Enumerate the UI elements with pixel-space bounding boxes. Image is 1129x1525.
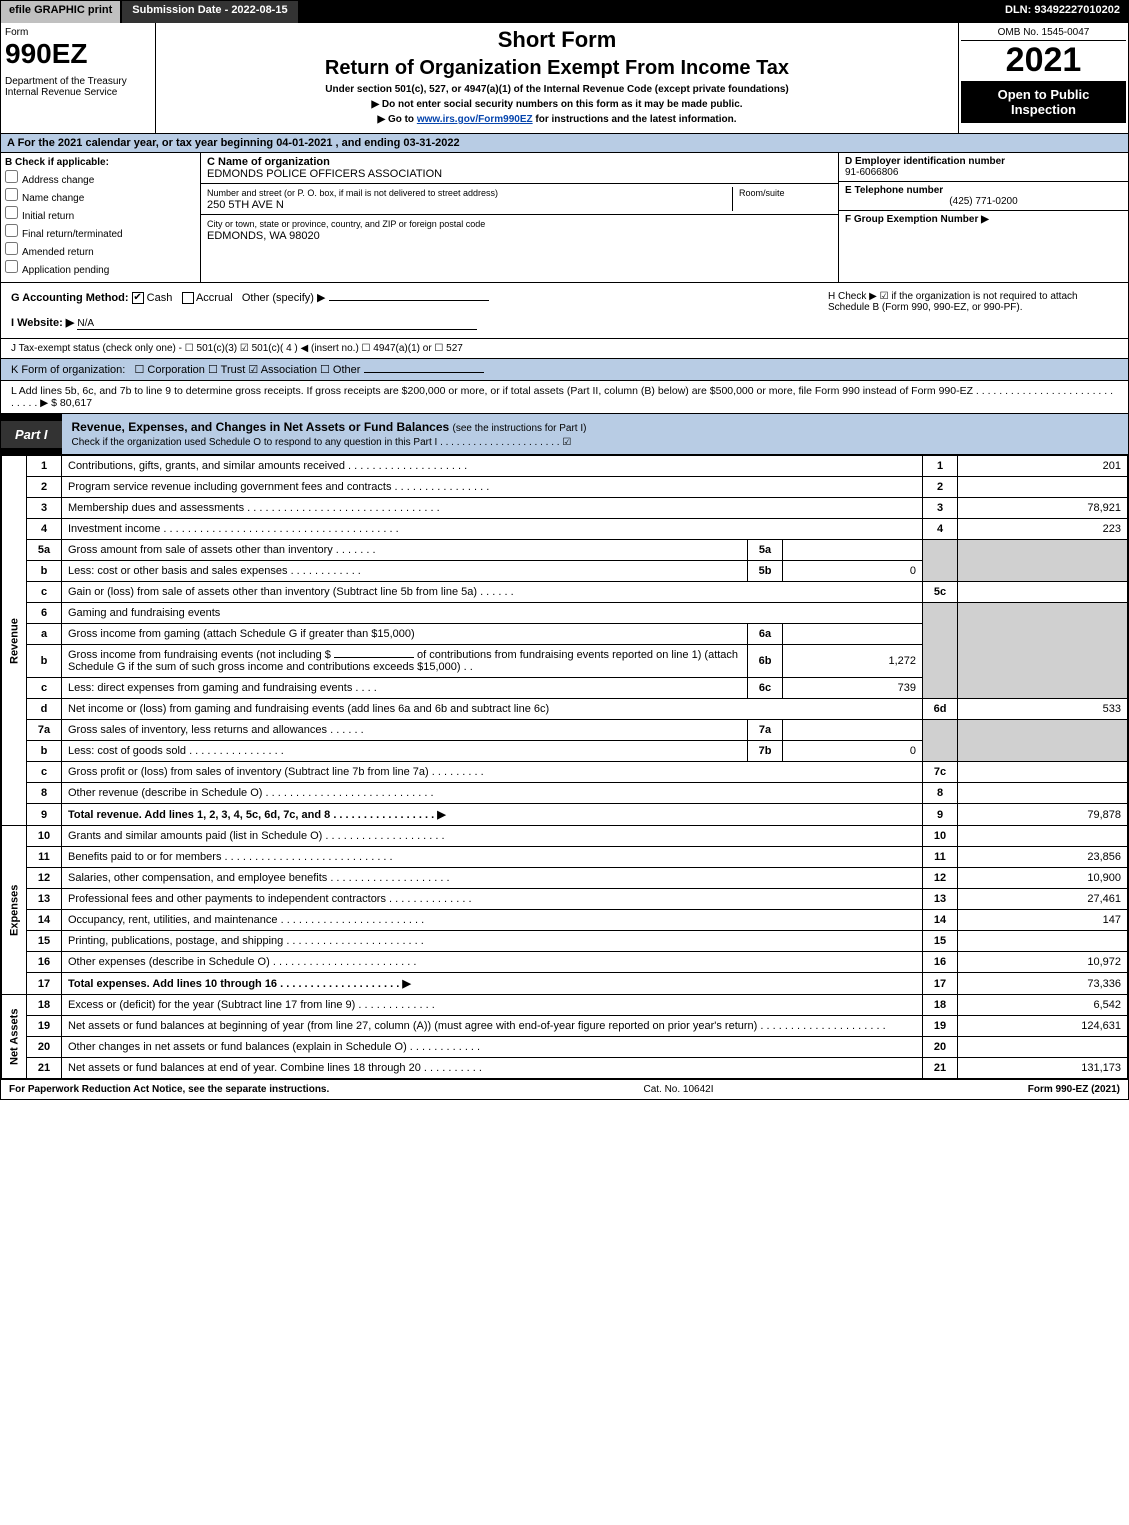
- section-a: A For the 2021 calendar year, or tax yea…: [1, 134, 1128, 153]
- website-value: N/A: [77, 318, 477, 330]
- part1-table: Revenue 1 Contributions, gifts, grants, …: [1, 455, 1128, 1079]
- tax-year: 2021: [961, 41, 1126, 80]
- part1-tab: Part I: [1, 421, 62, 448]
- c-label: C Name of organization: [207, 156, 330, 168]
- section-c: C Name of organization EDMONDS POLICE OF…: [201, 153, 838, 282]
- line-21: 21 Net assets or fund balances at end of…: [2, 1058, 1128, 1079]
- cb-final-return[interactable]: Final return/terminated: [5, 224, 196, 240]
- line-7c: c Gross profit or (loss) from sales of i…: [2, 762, 1128, 783]
- cb-amended-return[interactable]: Amended return: [5, 242, 196, 258]
- street-address: 250 5TH AVE N: [207, 199, 284, 211]
- cb-address-change[interactable]: Address change: [5, 170, 196, 186]
- form-header: Form 990EZ Department of the Treasury In…: [1, 23, 1128, 134]
- other-org-line[interactable]: [364, 372, 484, 373]
- section-b: B Check if applicable: Address change Na…: [1, 153, 201, 282]
- f-label: F Group Exemption Number ▶: [845, 214, 989, 225]
- line-5c: c Gain or (loss) from sale of assets oth…: [2, 582, 1128, 603]
- org-name-box: C Name of organization EDMONDS POLICE OF…: [201, 153, 838, 184]
- line-11: 11 Benefits paid to or for members . . .…: [2, 847, 1128, 868]
- phone-value: (425) 771-0200: [845, 196, 1122, 207]
- part1-header: Part I Revenue, Expenses, and Changes in…: [1, 414, 1128, 455]
- line-14: 14 Occupancy, rent, utilities, and maint…: [2, 910, 1128, 931]
- header-middle: Short Form Return of Organization Exempt…: [156, 23, 958, 133]
- city-label: City or town, state or province, country…: [207, 219, 485, 229]
- line-16: 16 Other expenses (describe in Schedule …: [2, 952, 1128, 973]
- top-bar: efile GRAPHIC print Submission Date - 20…: [1, 1, 1128, 23]
- submission-date-button[interactable]: Submission Date - 2022-08-15: [122, 1, 299, 23]
- efile-print-button[interactable]: efile GRAPHIC print: [1, 1, 122, 23]
- line-12: 12 Salaries, other compensation, and emp…: [2, 868, 1128, 889]
- group-exemption-box: F Group Exemption Number ▶: [839, 211, 1128, 228]
- room-label: Room/suite: [739, 188, 785, 198]
- section-b-title: B Check if applicable:: [5, 157, 196, 168]
- city-state-zip: EDMONDS, WA 98020: [207, 230, 320, 242]
- main-title: Return of Organization Exempt From Incom…: [160, 57, 954, 80]
- line-13: 13 Professional fees and other payments …: [2, 889, 1128, 910]
- e-label: E Telephone number: [845, 185, 943, 196]
- revenue-side-label: Revenue: [2, 456, 27, 826]
- info-grid: B Check if applicable: Address change Na…: [1, 153, 1128, 283]
- footer-left: For Paperwork Reduction Act Notice, see …: [9, 1084, 329, 1095]
- line-15: 15 Printing, publications, postage, and …: [2, 931, 1128, 952]
- short-form-title: Short Form: [160, 27, 954, 53]
- other-specify-line[interactable]: [329, 300, 489, 301]
- dept-label: Department of the Treasury: [5, 76, 151, 87]
- phone-box: E Telephone number (425) 771-0200: [839, 182, 1128, 211]
- form-990ez-page: efile GRAPHIC print Submission Date - 20…: [0, 0, 1129, 1100]
- irs-link[interactable]: www.irs.gov/Form990EZ: [417, 114, 533, 125]
- h-box: H Check ▶ ☑ if the organization is not r…: [818, 291, 1118, 330]
- row-l: L Add lines 5b, 6c, and 7b to line 9 to …: [1, 381, 1128, 414]
- line-17: 17 Total expenses. Add lines 10 through …: [2, 973, 1128, 995]
- part1-title: Revenue, Expenses, and Changes in Net As…: [62, 414, 1128, 454]
- section-de: D Employer identification number 91-6066…: [838, 153, 1128, 282]
- form-word: Form: [5, 27, 151, 38]
- g-label: G Accounting Method:: [11, 292, 129, 304]
- line-20: 20 Other changes in net assets or fund b…: [2, 1037, 1128, 1058]
- header-right: OMB No. 1545-0047 2021 Open to Public In…: [958, 23, 1128, 133]
- line-1: Revenue 1 Contributions, gifts, grants, …: [2, 456, 1128, 477]
- cb-name-change[interactable]: Name change: [5, 188, 196, 204]
- ein-value: 91-6066806: [845, 167, 898, 178]
- header-left: Form 990EZ Department of the Treasury In…: [1, 23, 156, 133]
- subtitle: Under section 501(c), 527, or 4947(a)(1)…: [160, 84, 954, 95]
- dln-label: DLN: 93492227010202: [997, 1, 1128, 23]
- omb-number: OMB No. 1545-0047: [961, 25, 1126, 41]
- line-6: 6 Gaming and fundraising events: [2, 603, 1128, 624]
- line-9: 9 Total revenue. Add lines 1, 2, 3, 4, 5…: [2, 804, 1128, 826]
- line-8: 8 Other revenue (describe in Schedule O)…: [2, 783, 1128, 804]
- line-5a: 5a Gross amount from sale of assets othe…: [2, 540, 1128, 561]
- line-7a: 7a Gross sales of inventory, less return…: [2, 720, 1128, 741]
- line-6d: d Net income or (loss) from gaming and f…: [2, 699, 1128, 720]
- line-3: 3 Membership dues and assessments . . . …: [2, 498, 1128, 519]
- netassets-side-label: Net Assets: [2, 995, 27, 1079]
- street-label: Number and street (or P. O. box, if mail…: [207, 188, 498, 198]
- footer-right: Form 990-EZ (2021): [1028, 1084, 1120, 1095]
- ssn-warning: ▶ Do not enter social security numbers o…: [160, 99, 954, 110]
- street-box: Number and street (or P. O. box, if mail…: [201, 184, 838, 215]
- cb-application-pending[interactable]: Application pending: [5, 260, 196, 276]
- i-label: I Website: ▶: [11, 317, 74, 329]
- org-name: EDMONDS POLICE OFFICERS ASSOCIATION: [207, 168, 442, 180]
- cb-cash[interactable]: ✔: [132, 292, 144, 304]
- d-label: D Employer identification number: [845, 156, 1005, 167]
- row-g-h: G Accounting Method: ✔ Cash Accrual Othe…: [1, 283, 1128, 339]
- ein-box: D Employer identification number 91-6066…: [839, 153, 1128, 182]
- line-10: Expenses 10 Grants and similar amounts p…: [2, 826, 1128, 847]
- cb-initial-return[interactable]: Initial return: [5, 206, 196, 222]
- row-j: J Tax-exempt status (check only one) - ☐…: [1, 339, 1128, 359]
- irs-label: Internal Revenue Service: [5, 87, 151, 98]
- open-to-public: Open to Public Inspection: [961, 80, 1126, 123]
- form-number: 990EZ: [5, 38, 151, 70]
- goto-instructions: ▶ Go to www.irs.gov/Form990EZ for instru…: [160, 114, 954, 125]
- line-19: 19 Net assets or fund balances at beginn…: [2, 1016, 1128, 1037]
- page-footer: For Paperwork Reduction Act Notice, see …: [1, 1079, 1128, 1099]
- line-18: Net Assets 18 Excess or (deficit) for th…: [2, 995, 1128, 1016]
- footer-catno: Cat. No. 10642I: [329, 1084, 1027, 1095]
- expenses-side-label: Expenses: [2, 826, 27, 995]
- line-2: 2 Program service revenue including gove…: [2, 477, 1128, 498]
- row-k: K Form of organization: ☐ Corporation ☐ …: [1, 359, 1128, 381]
- cb-accrual[interactable]: [182, 292, 194, 304]
- line-4: 4 Investment income . . . . . . . . . . …: [2, 519, 1128, 540]
- city-box: City or town, state or province, country…: [201, 215, 838, 245]
